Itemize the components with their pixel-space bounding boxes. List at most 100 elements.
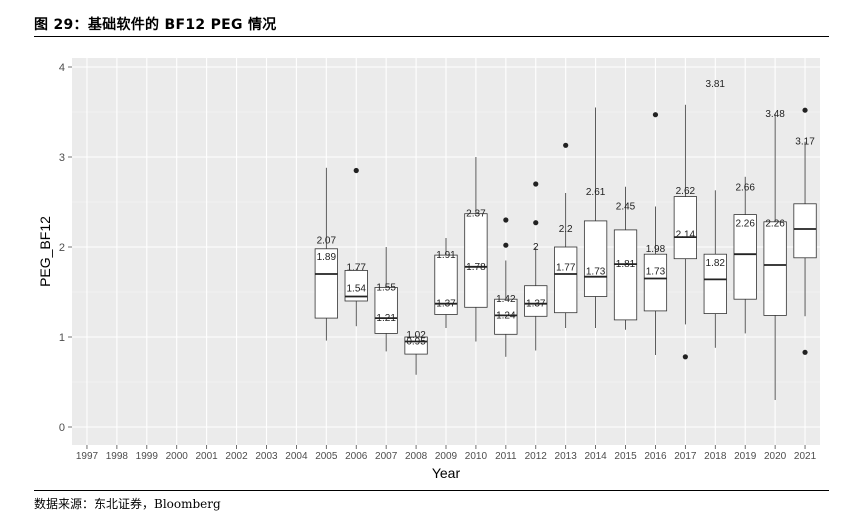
- box-body: [583, 220, 608, 297]
- x-tick-label: 2012: [525, 451, 548, 462]
- outlier-point: [652, 112, 659, 118]
- x-tick-label: 2020: [764, 451, 787, 462]
- box-2015: [613, 186, 638, 330]
- data-label: 1.77: [556, 263, 576, 274]
- data-label: 0.95: [406, 337, 426, 348]
- box-2020: [763, 113, 787, 400]
- outlier-point: [533, 181, 539, 187]
- data-label: 2.2: [559, 224, 573, 235]
- x-tick-label: 2003: [255, 451, 278, 462]
- data-label: 2.61: [586, 187, 606, 198]
- box-2018: [703, 190, 727, 348]
- x-tick-label: 2002: [225, 451, 248, 462]
- x-tick-label: 2017: [674, 451, 697, 462]
- data-label: 1.73: [646, 266, 666, 277]
- data-label: 1.82: [706, 258, 726, 269]
- data-label: 1.37: [436, 299, 456, 310]
- outlier-point: [503, 217, 509, 223]
- data-label: 2.26: [735, 219, 755, 230]
- title-rule: [34, 36, 829, 37]
- box-body: [613, 229, 638, 321]
- box-body: [314, 248, 338, 319]
- box-body: [793, 203, 817, 259]
- data-label: 1.77: [347, 263, 367, 274]
- box-body: [494, 298, 518, 335]
- data-label: 2.26: [765, 219, 785, 230]
- data-label: 3.48: [765, 109, 785, 120]
- x-tick-label: 2001: [196, 451, 219, 462]
- box-2019: [733, 176, 757, 334]
- data-label: 1.73: [586, 266, 606, 277]
- y-tick-label: 0: [59, 422, 65, 434]
- footer-rule: [34, 490, 829, 491]
- x-tick-label: 2016: [644, 451, 667, 462]
- box-2017: [673, 104, 697, 360]
- box-2008: [404, 335, 428, 375]
- box-2014: [583, 107, 608, 328]
- box-body: [554, 246, 578, 314]
- data-label: 1.81: [616, 259, 636, 270]
- outlier-point: [353, 167, 359, 174]
- figure-title: 图 29：基础软件的 BF12 PEG 情况: [34, 17, 277, 33]
- source-note: 数据来源：东北证券，Bloomberg: [34, 497, 221, 511]
- data-label: 1.42: [496, 294, 516, 305]
- x-tick-label: 2019: [734, 451, 757, 462]
- x-tick-label: 2000: [166, 451, 189, 462]
- box-body: [464, 213, 488, 308]
- data-label: 1.54: [347, 283, 367, 294]
- y-axis: 0 1 2 3 4: [59, 62, 72, 434]
- x-axis-title: Year: [432, 465, 461, 481]
- x-tick-label: 2021: [794, 451, 817, 462]
- annotations-layer: 2.07 1.89 1.77 1.54 1.55 1.21 1.020.95 1.91 1.37…: [317, 79, 816, 347]
- box-body: [763, 221, 787, 316]
- x-tick-label: 1997: [76, 451, 99, 462]
- data-label: 1.21: [376, 313, 396, 324]
- data-label: 1.24: [496, 310, 516, 321]
- outlier-point: [533, 220, 539, 226]
- data-label: 2.45: [616, 202, 636, 213]
- x-tick-label: 2013: [555, 451, 578, 462]
- outlier-point: [682, 354, 688, 360]
- x-tick-label: 2015: [614, 451, 637, 462]
- box-2013: [554, 142, 578, 328]
- box-body: [434, 254, 458, 315]
- y-tick-label: 3: [59, 152, 65, 164]
- data-label: 2: [533, 242, 539, 253]
- y-tick-label: 2: [59, 242, 65, 254]
- box-body: [733, 214, 757, 300]
- x-tick-label: 2009: [435, 451, 458, 462]
- box-2009: [434, 238, 458, 328]
- outlier-point: [563, 142, 569, 148]
- data-label: 2.66: [735, 183, 755, 194]
- data-label: 1.91: [436, 250, 456, 261]
- x-tick-label: 2007: [375, 451, 398, 462]
- box-2005: [314, 167, 338, 341]
- data-label: 1.98: [646, 244, 666, 255]
- box-body: [703, 253, 727, 314]
- data-label: 2.07: [317, 236, 337, 247]
- x-tick-label: 2011: [495, 451, 517, 462]
- outlier-point: [503, 242, 509, 248]
- data-label: 2.62: [676, 186, 696, 197]
- box-body: [643, 253, 668, 312]
- x-axis: 1997 1998 1999 2000 2001 2002 2003 2004 2005 2006…: [76, 445, 817, 462]
- box-2016: [643, 112, 668, 355]
- box-body: [524, 285, 548, 317]
- data-label: 3.81: [706, 79, 726, 90]
- box-2006: [344, 167, 368, 327]
- data-label: 1.55: [376, 283, 396, 294]
- box-2007: [374, 247, 398, 352]
- box-2011: [494, 217, 518, 357]
- x-tick-label: 1998: [106, 451, 129, 462]
- data-label: 1.37: [526, 299, 546, 310]
- boxes-layer: [314, 104, 817, 400]
- x-tick-label: 2010: [465, 451, 488, 462]
- outlier-point: [802, 349, 808, 355]
- data-label: 2.37: [466, 209, 486, 220]
- data-label: 1.78: [466, 262, 486, 273]
- box-body: [344, 269, 368, 302]
- box-body: [673, 196, 697, 260]
- data-label: 3.17: [795, 137, 815, 148]
- x-tick-label: 2018: [704, 451, 727, 462]
- data-label: 1.02: [406, 330, 426, 341]
